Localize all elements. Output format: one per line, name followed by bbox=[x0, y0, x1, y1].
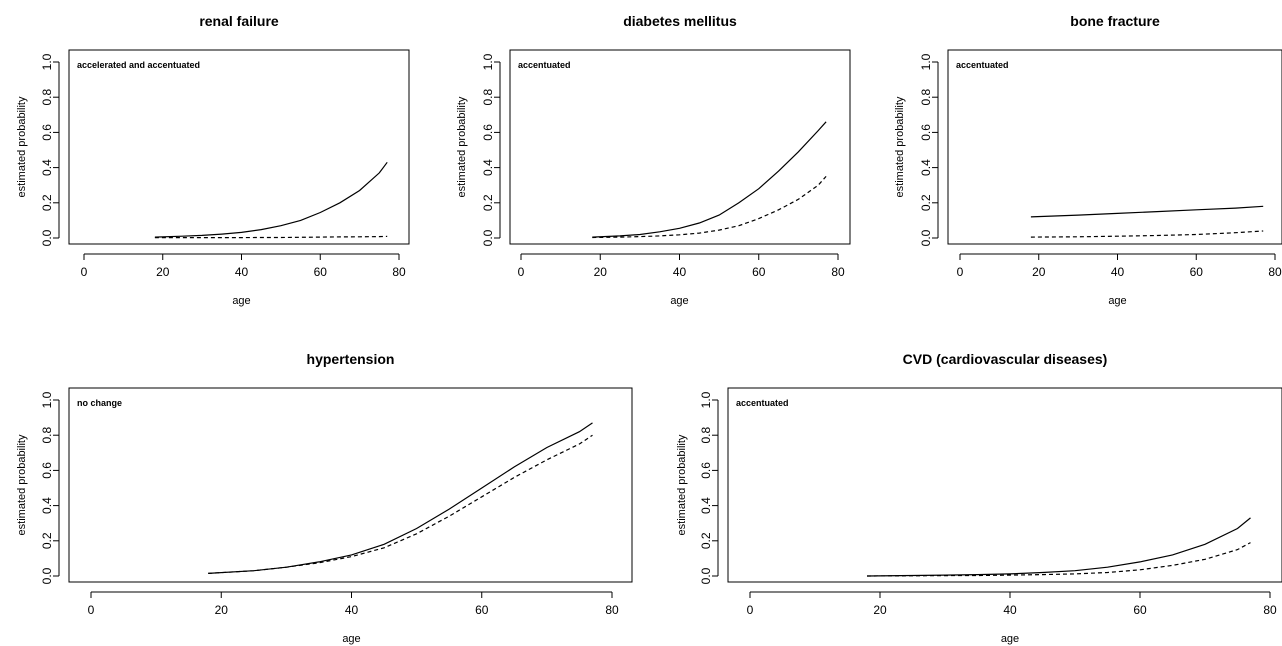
chart-title: renal failure bbox=[199, 13, 279, 29]
x-tick-label: 80 bbox=[1263, 603, 1277, 617]
chart-title: CVD (cardiovascular diseases) bbox=[903, 351, 1108, 367]
y-tick-label: 1.0 bbox=[699, 391, 713, 408]
x-tick-label: 80 bbox=[1268, 265, 1282, 279]
y-tick-label: 0.0 bbox=[919, 229, 933, 246]
chart-annotation: accentuated bbox=[518, 60, 571, 70]
x-tick-label: 0 bbox=[747, 603, 754, 617]
y-tick-label: 0.6 bbox=[919, 124, 933, 141]
x-tick-label: 60 bbox=[1190, 265, 1204, 279]
y-tick-label: 0.2 bbox=[699, 532, 713, 549]
x-tick-label: 60 bbox=[314, 265, 328, 279]
y-tick-label: 0.8 bbox=[40, 89, 54, 106]
y-tick-label: 0.6 bbox=[699, 462, 713, 479]
chart-annotation: accentuated bbox=[956, 60, 1009, 70]
y-tick-label: 0.6 bbox=[40, 124, 54, 141]
y-tick-label: 0.0 bbox=[699, 567, 713, 584]
y-tick-label: 1.0 bbox=[481, 53, 495, 70]
x-tick-label: 60 bbox=[475, 603, 489, 617]
series-line-solid bbox=[592, 121, 827, 238]
x-tick-label: 80 bbox=[392, 265, 406, 279]
x-tick-label: 0 bbox=[88, 603, 95, 617]
x-tick-label: 20 bbox=[1032, 265, 1046, 279]
y-axis-title: estimated probability bbox=[676, 434, 688, 535]
x-axis-title: age bbox=[1001, 633, 1019, 645]
y-axis-title: estimated probability bbox=[16, 434, 28, 535]
plot-frame bbox=[727, 387, 1282, 583]
x-tick-label: 40 bbox=[1111, 265, 1125, 279]
x-tick-label: 0 bbox=[518, 265, 525, 279]
y-tick-label: 0.0 bbox=[481, 229, 495, 246]
plot-frame bbox=[509, 49, 851, 245]
y-tick-label: 0.2 bbox=[481, 194, 495, 211]
y-tick-label: 1.0 bbox=[40, 53, 54, 70]
x-axis-title: age bbox=[670, 295, 688, 307]
series-line-dashed bbox=[1030, 230, 1264, 238]
chart-annotation: accelerated and accentuated bbox=[77, 60, 200, 70]
x-axis-title: age bbox=[232, 295, 250, 307]
y-tick-label: 0.0 bbox=[40, 567, 54, 584]
series-line-dashed bbox=[592, 175, 827, 239]
x-tick-label: 60 bbox=[1133, 603, 1147, 617]
x-tick-label: 40 bbox=[235, 265, 249, 279]
x-tick-label: 40 bbox=[673, 265, 687, 279]
series-line-dashed bbox=[208, 434, 593, 574]
chart-annotation: no change bbox=[77, 398, 122, 408]
y-axis-title: estimated probability bbox=[16, 96, 28, 197]
y-tick-label: 0.8 bbox=[481, 89, 495, 106]
y-tick-label: 1.0 bbox=[919, 53, 933, 70]
x-tick-label: 20 bbox=[594, 265, 608, 279]
y-tick-label: 0.8 bbox=[40, 427, 54, 444]
y-tick-label: 0.4 bbox=[699, 497, 713, 514]
x-tick-label: 20 bbox=[873, 603, 887, 617]
chart-title: hypertension bbox=[307, 351, 395, 367]
y-tick-label: 0.6 bbox=[481, 124, 495, 141]
x-tick-label: 20 bbox=[215, 603, 229, 617]
y-tick-label: 0.2 bbox=[40, 194, 54, 211]
series-line-dashed bbox=[154, 235, 388, 239]
y-tick-label: 0.8 bbox=[699, 427, 713, 444]
series-line-solid bbox=[1030, 205, 1264, 218]
plot-frame bbox=[68, 387, 633, 583]
series-line-solid bbox=[208, 422, 593, 574]
y-tick-label: 0.8 bbox=[919, 89, 933, 106]
x-tick-label: 80 bbox=[605, 603, 619, 617]
y-tick-label: 0.2 bbox=[40, 532, 54, 549]
y-tick-label: 0.4 bbox=[481, 159, 495, 176]
y-tick-label: 0.2 bbox=[919, 194, 933, 211]
series-line-solid bbox=[154, 161, 388, 238]
x-tick-label: 80 bbox=[831, 265, 845, 279]
x-tick-label: 60 bbox=[752, 265, 766, 279]
x-tick-label: 0 bbox=[81, 265, 88, 279]
y-axis-title: estimated probability bbox=[894, 96, 906, 197]
x-tick-label: 40 bbox=[345, 603, 359, 617]
chart-annotation: accentuated bbox=[736, 398, 789, 408]
x-tick-label: 20 bbox=[156, 265, 170, 279]
x-axis-title: age bbox=[1108, 295, 1126, 307]
y-tick-label: 0.0 bbox=[40, 229, 54, 246]
series-line-dashed bbox=[866, 542, 1251, 577]
y-tick-label: 1.0 bbox=[40, 391, 54, 408]
plot-frame bbox=[947, 49, 1282, 245]
y-tick-label: 0.6 bbox=[40, 462, 54, 479]
x-tick-label: 0 bbox=[957, 265, 964, 279]
plot-frame bbox=[68, 49, 410, 245]
y-axis-title: estimated probability bbox=[456, 96, 468, 197]
x-tick-label: 40 bbox=[1003, 603, 1017, 617]
chart-title: bone fracture bbox=[1070, 13, 1160, 29]
x-axis-title: age bbox=[342, 633, 360, 645]
y-tick-label: 0.4 bbox=[40, 497, 54, 514]
y-tick-label: 0.4 bbox=[40, 159, 54, 176]
series-line-solid bbox=[866, 517, 1251, 577]
y-tick-label: 0.4 bbox=[919, 159, 933, 176]
chart-title: diabetes mellitus bbox=[623, 13, 737, 29]
